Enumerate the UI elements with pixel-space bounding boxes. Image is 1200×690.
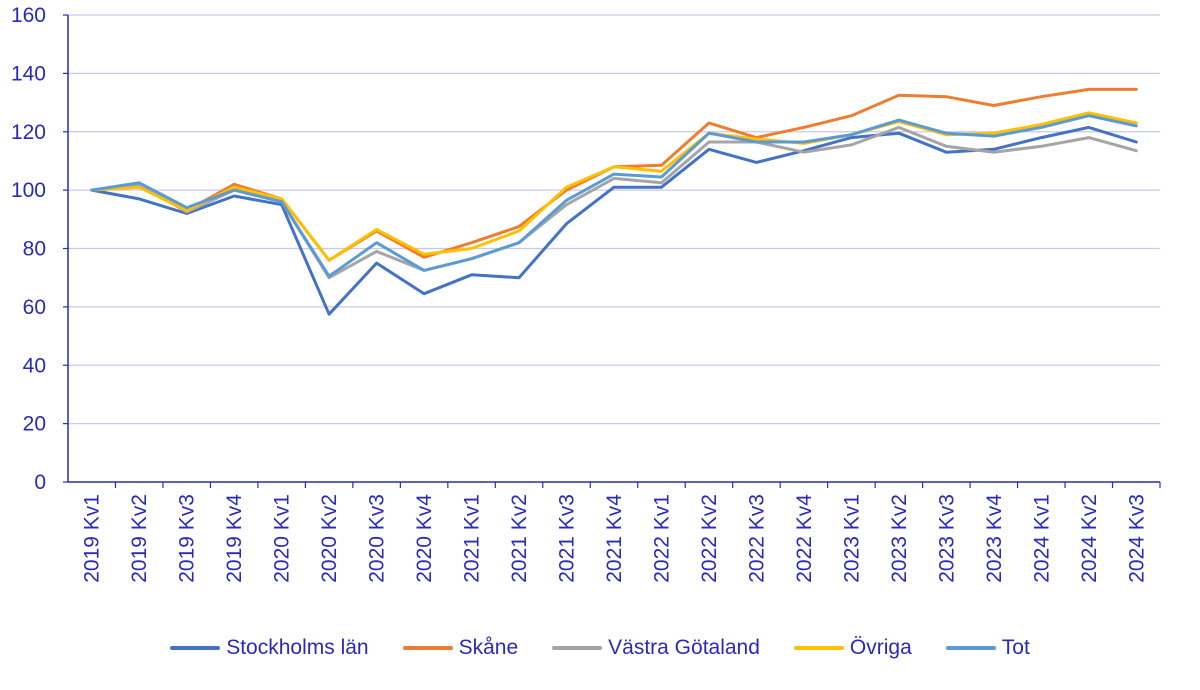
y-tick-label: 0 <box>34 471 46 494</box>
series-lines <box>90 87 1138 316</box>
x-tick-label: 2020 Kv4 <box>413 494 436 583</box>
legend-item: Västra Götaland <box>552 636 760 660</box>
x-tick-label: 2022 Kv4 <box>793 494 816 583</box>
y-tick-label: 140 <box>11 62 46 85</box>
legend: Stockholms län Skåne Västra Götaland Övriga… <box>0 636 1200 660</box>
y-tick-label: 120 <box>11 121 46 144</box>
y-tick-labels: 0 20 40 60 80 100 120 140 160 <box>11 4 46 494</box>
legend-swatch <box>170 646 221 650</box>
x-tick-label: 2022 Kv3 <box>745 494 768 583</box>
x-tick-label: 2023 Kv3 <box>935 494 958 583</box>
x-tick-label: 2019 Kv4 <box>223 494 246 583</box>
legend-label: Övriga <box>849 636 912 659</box>
y-tick-label: 20 <box>23 413 46 436</box>
x-tick-label: 2021 Kv1 <box>461 494 484 583</box>
x-tick-label: 2020 Kv1 <box>271 494 294 583</box>
legend-label: Stockholms län <box>226 636 369 659</box>
legend-swatch <box>402 646 453 650</box>
legend-label: Skåne <box>458 636 519 659</box>
legend-label: Västra Götaland <box>608 636 760 659</box>
y-tick-label: 100 <box>11 179 46 202</box>
x-tick-label: 2021 Kv4 <box>603 494 626 583</box>
y-tick-label: 80 <box>23 238 46 261</box>
x-tick-label: 2019 Kv3 <box>176 494 199 583</box>
legend-item: Tot <box>945 636 1030 660</box>
legend-item: Skåne <box>402 636 519 660</box>
x-tick-label: 2020 Kv3 <box>366 494 389 583</box>
x-tick-label: 2024 Kv3 <box>1125 494 1148 583</box>
x-tick-label: 2022 Kv2 <box>698 494 721 583</box>
y-tick-label: 40 <box>23 354 46 377</box>
axes <box>63 14 1161 488</box>
x-tick-label: 2023 Kv2 <box>888 494 911 583</box>
series-line <box>90 125 1138 316</box>
x-tick-label: 2020 Kv2 <box>318 494 341 583</box>
x-tick-label: 2019 Kv2 <box>128 494 151 583</box>
x-tick-label: 2019 Kv1 <box>81 494 104 583</box>
x-tick-label: 2023 Kv1 <box>840 494 863 583</box>
x-tick-label: 2021 Kv3 <box>556 494 579 583</box>
legend-item: Övriga <box>793 636 912 660</box>
y-tick-label: 160 <box>11 4 46 27</box>
x-tick-label: 2024 Kv2 <box>1078 494 1101 583</box>
legend-swatch <box>793 646 844 650</box>
x-tick-label: 2024 Kv1 <box>1030 494 1053 583</box>
x-tick-label: 2022 Kv1 <box>650 494 673 583</box>
legend-swatch <box>552 646 603 650</box>
series-line <box>90 114 1138 278</box>
legend-label: Tot <box>1001 636 1030 659</box>
x-tick-label: 2023 Kv4 <box>983 494 1006 583</box>
legend-item: Stockholms län <box>170 636 369 660</box>
x-tick-label: 2021 Kv2 <box>508 494 531 583</box>
y-tick-label: 60 <box>23 296 46 319</box>
x-tick-labels: 2019 Kv1 2019 Kv2 2019 Kv3 2019 Kv4 2020 Kv1… <box>81 494 1149 583</box>
series-line <box>90 125 1138 280</box>
gridlines <box>68 14 1160 425</box>
legend-swatch <box>945 646 996 650</box>
